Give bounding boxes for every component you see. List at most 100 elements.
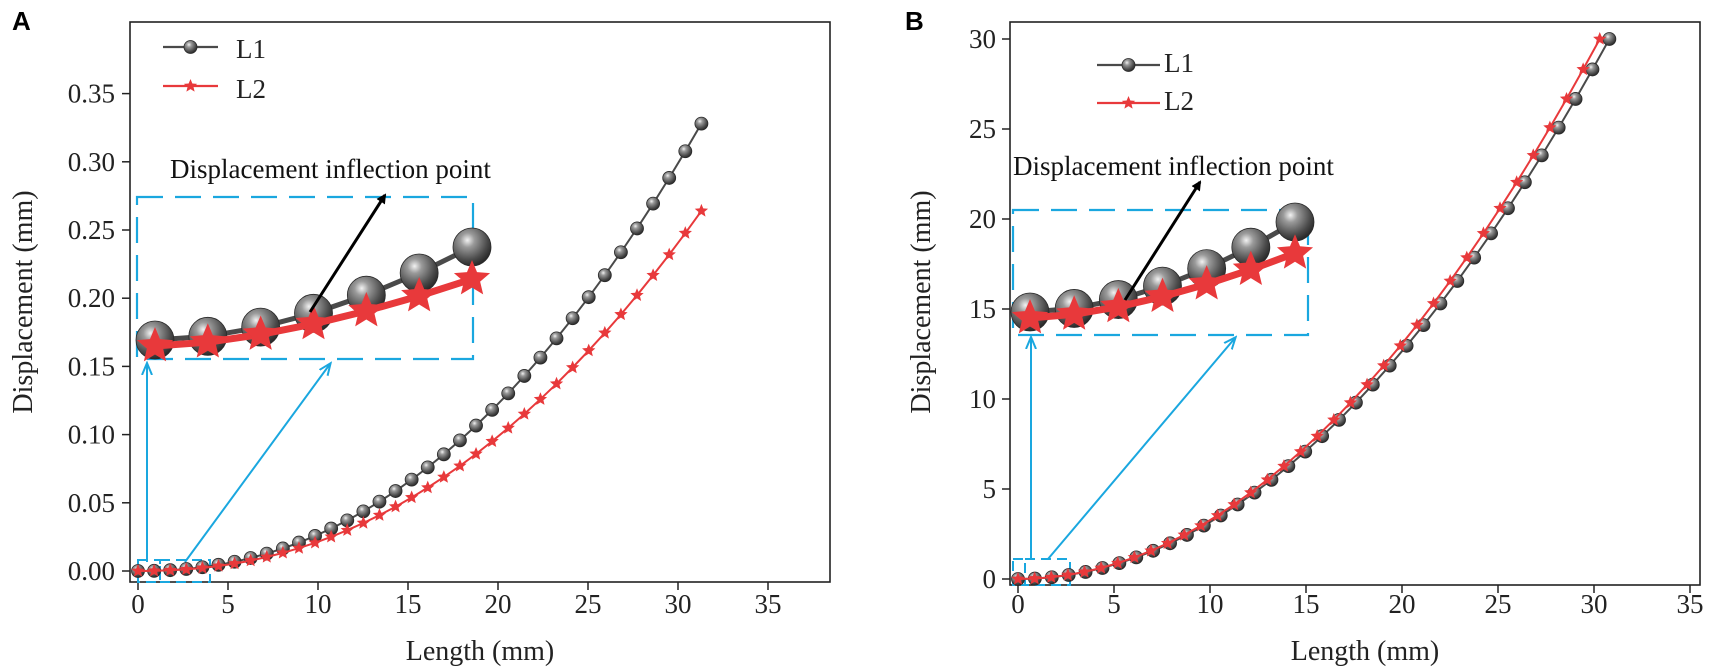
axis-ticks-a: 0 5 10 15 20 25 30 35 0.00 0.05 0.10 0.15 0.20 0.25 0.… (68, 79, 782, 619)
data-point-l2 (340, 523, 354, 536)
data-point-l1 (549, 331, 564, 346)
inset-point-l2 (1056, 295, 1093, 330)
x-tick-label: 20 (1389, 589, 1416, 619)
data-point-l1 (565, 311, 580, 326)
y-tick-label: 0.25 (68, 215, 115, 245)
data-point-l2 (1177, 527, 1191, 541)
axis-ticks-b: 0 5 10 15 20 25 30 35 0 5 10 15 20 25 30 (969, 24, 1704, 619)
data-point-l1 (404, 472, 419, 487)
data-point-l2 (549, 376, 564, 390)
data-point-l1 (581, 290, 596, 305)
legend-label-l2: L2 (1164, 86, 1194, 116)
data-point-l1 (597, 268, 612, 283)
x-tick-label: 35 (755, 589, 782, 619)
data-point-l2 (131, 564, 145, 577)
x-tick-label: 35 (1677, 589, 1704, 619)
legend-marker-l2 (1121, 96, 1136, 109)
zoom-arrow (1047, 338, 1235, 560)
data-point-l2 (1393, 338, 1407, 352)
data-point-l1 (614, 245, 628, 260)
data-point-l2 (1260, 472, 1274, 486)
data-point-l2 (1426, 296, 1441, 310)
x-tick-label: 30 (1581, 589, 1608, 619)
data-point-l1 (1585, 62, 1600, 77)
data-point-l2 (694, 203, 709, 217)
data-point-l2 (1127, 550, 1142, 564)
x-tick-label: 25 (1485, 589, 1512, 619)
inset-point-l2 (1276, 234, 1314, 269)
data-point-l1 (694, 116, 709, 131)
x-tick-label: 30 (665, 589, 692, 619)
data-point-l2 (1360, 377, 1374, 391)
data-point-l2 (244, 553, 258, 567)
inset-point-l2 (295, 304, 332, 340)
zoom-arrow (184, 364, 330, 563)
data-point-l2 (598, 325, 612, 339)
data-point-l2 (1327, 412, 1341, 426)
data-point-l2 (211, 559, 226, 572)
legend-label-l1: L1 (1164, 48, 1194, 78)
annotation-arrow (308, 193, 387, 313)
data-point-l2 (1410, 318, 1424, 331)
data-point-l2 (1027, 571, 1042, 585)
data-point-l2 (517, 406, 531, 420)
data-point-l2 (421, 480, 435, 494)
data-point-l2 (1194, 518, 1208, 532)
annotation-b: Displacement inflection point (1013, 151, 1334, 181)
data-point-l2 (276, 545, 290, 559)
data-point-l1 (372, 494, 387, 509)
data-point-l2 (1094, 560, 1108, 574)
data-point-l2 (1011, 572, 1025, 585)
y-tick-label: 15 (969, 294, 996, 324)
data-point-l2 (1343, 395, 1358, 409)
data-point-l2 (179, 562, 193, 576)
x-tick-label: 5 (1107, 589, 1121, 619)
y-tick-label: 0.20 (68, 283, 115, 313)
data-point-l2 (1044, 570, 1058, 583)
inset-point-l2 (453, 260, 491, 295)
y-tick-label: 0.35 (68, 79, 115, 109)
inset-point-l2 (189, 323, 226, 358)
data-point-l2 (1509, 175, 1524, 188)
data-point-l1 (469, 418, 483, 433)
data-point-l2 (1144, 543, 1158, 557)
data-point-l2 (662, 247, 676, 261)
y-tick-label: 0.15 (68, 351, 115, 381)
x-tick-label: 0 (131, 589, 145, 619)
data-point-l1 (420, 460, 435, 475)
legend-marker-l2 (183, 79, 198, 92)
inset-point-l2 (136, 327, 174, 362)
data-point-l2 (404, 490, 419, 504)
data-point-l1 (356, 504, 371, 519)
data-point-l2 (1377, 358, 1391, 372)
panel-label-a: A (12, 6, 31, 36)
data-point-l2 (1526, 148, 1540, 162)
x-tick-label: 20 (485, 589, 512, 619)
legend-marker-l1 (183, 40, 198, 54)
x-axis-label-b: Length (mm) (1291, 636, 1440, 667)
data-point-l2 (163, 563, 177, 576)
data-point-l2 (1310, 429, 1324, 442)
data-point-l2 (1061, 568, 1075, 581)
data-point-l2 (372, 508, 387, 521)
x-tick-label: 0 (1011, 589, 1025, 619)
data-point-l2 (1160, 536, 1175, 549)
data-point-l2 (1460, 250, 1474, 264)
data-point-l1 (501, 386, 516, 401)
inset-box (135, 195, 475, 361)
y-tick-label: 0.30 (68, 147, 115, 177)
data-point-l1 (646, 196, 661, 211)
data-point-l1 (1602, 32, 1617, 46)
data-point-l1 (388, 484, 403, 498)
inset-point-l2 (401, 276, 438, 312)
data-point-l2 (1576, 62, 1590, 76)
legend-item-l1 (1097, 58, 1160, 72)
data-point-l2 (437, 470, 451, 483)
legend-label-l2: L2 (236, 74, 266, 104)
annotation-a: Displacement inflection point (170, 154, 491, 184)
x-tick-label: 10 (1197, 589, 1224, 619)
data-point-l1 (436, 447, 451, 462)
data-point-l2 (1593, 32, 1607, 45)
data-point-l1 (678, 144, 693, 159)
data-point-l2 (614, 307, 628, 321)
